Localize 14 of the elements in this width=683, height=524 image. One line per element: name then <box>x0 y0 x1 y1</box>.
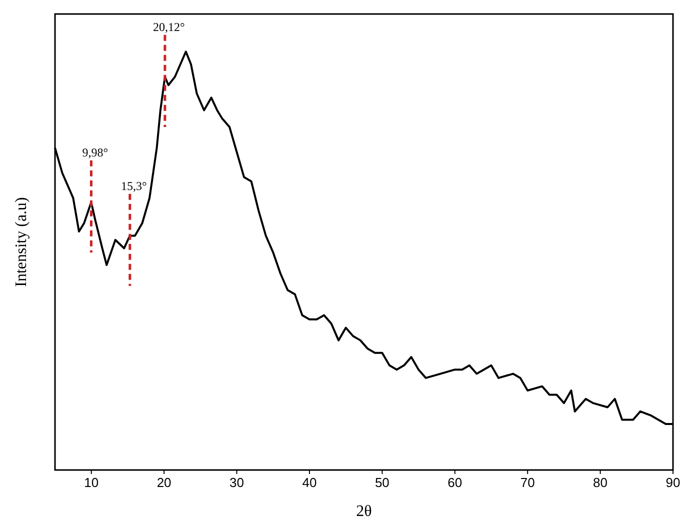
x-axis-title: 2θ <box>356 503 372 520</box>
x-tick-label: 60 <box>448 475 462 490</box>
x-tick-label: 90 <box>666 475 680 490</box>
ref-line-label: 9,98° <box>82 145 108 160</box>
x-tick-label: 50 <box>374 475 390 490</box>
y-axis-title: Intensity (a.u) <box>13 197 30 287</box>
x-tick-label: 20 <box>156 475 172 490</box>
ref-line-label: 15,3° <box>120 178 147 193</box>
x-tick-label: 10 <box>84 475 99 490</box>
x-tick-label: 80 <box>593 475 608 490</box>
ref-line-label: 20,12° <box>153 20 186 34</box>
x-tick-label: 40 <box>302 475 317 490</box>
x-tick-label: 70 <box>520 475 535 490</box>
x-tick-label: 30 <box>230 475 244 490</box>
